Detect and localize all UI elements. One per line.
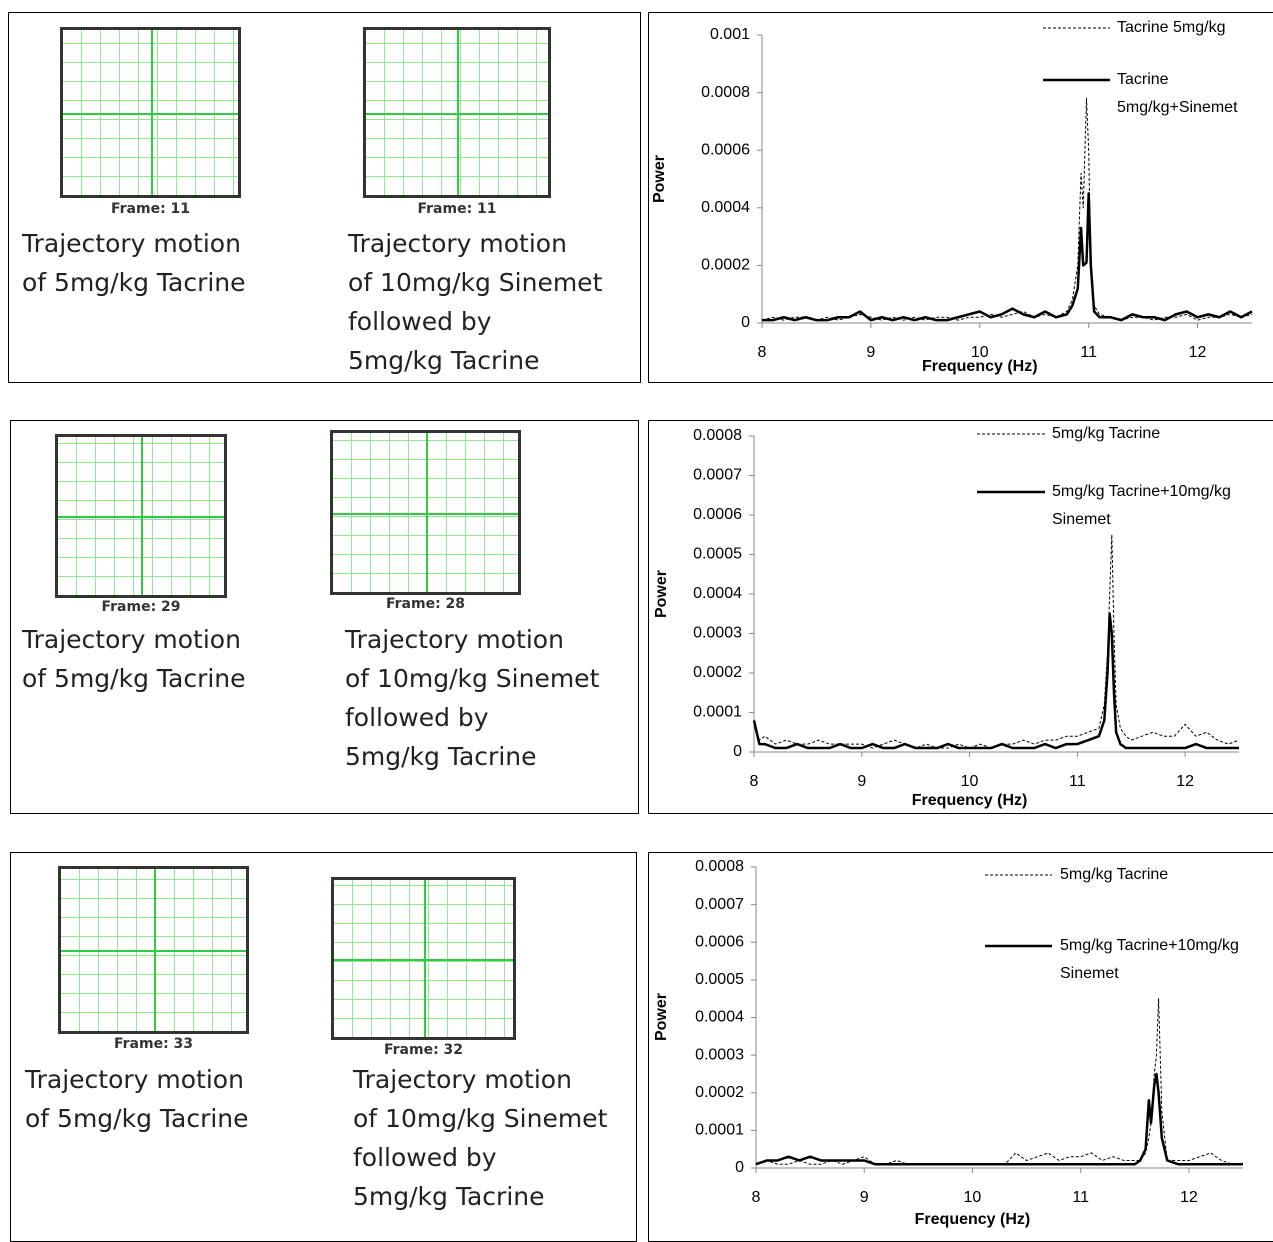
trajectory-plot xyxy=(331,877,516,1040)
caption-line: Trajectory motion xyxy=(22,224,241,263)
caption-line: of 5mg/kg Tacrine xyxy=(22,263,246,302)
frame-label: Frame: 11 xyxy=(60,201,241,217)
caption-line: of 10mg/kg Sinemet xyxy=(345,659,599,698)
page: 00.00020.00040.00060.00080.00189101112Po… xyxy=(0,0,1273,1230)
caption-line: 5mg/kg Tacrine xyxy=(353,1177,545,1216)
frame-label: Frame: 33 xyxy=(58,1036,249,1052)
caption-line: Trajectory motion xyxy=(22,620,241,659)
caption-line: Trajectory motion xyxy=(25,1060,244,1099)
caption-line: followed by xyxy=(348,302,492,341)
caption-line: of 10mg/kg Sinemet xyxy=(348,263,602,302)
caption-line: Trajectory motion xyxy=(353,1060,572,1099)
legend-label: Tacrine 5mg/kg+Sinemet xyxy=(1117,66,1267,122)
chart-panel xyxy=(648,852,1273,1242)
caption-line: of 5mg/kg Tacrine xyxy=(25,1099,249,1138)
frame-label: Frame: 29 xyxy=(55,599,227,615)
caption-line: Trajectory motion xyxy=(348,224,567,263)
legend-label: 5mg/kg Tacrine xyxy=(1052,420,1273,448)
trajectory-plot xyxy=(60,27,241,198)
caption-line: of 5mg/kg Tacrine xyxy=(22,659,246,698)
frame-label: Frame: 32 xyxy=(331,1042,516,1058)
caption-line: followed by xyxy=(353,1138,497,1177)
legend-label: 5mg/kg Tacrine+10mg/kg Sinemet xyxy=(1052,478,1267,534)
legend-label: Tacrine 5mg/kg xyxy=(1117,14,1273,42)
caption-line: 5mg/kg Tacrine xyxy=(345,737,537,776)
caption-line: Trajectory motion xyxy=(345,620,564,659)
trajectory-plot xyxy=(58,866,249,1034)
legend-label: 5mg/kg Tacrine xyxy=(1060,861,1273,889)
frame-label: Frame: 11 xyxy=(363,201,551,217)
caption-line: 5mg/kg Tacrine xyxy=(348,341,540,380)
frame-label: Frame: 28 xyxy=(330,596,521,612)
trajectory-plot xyxy=(330,430,521,595)
caption-line: followed by xyxy=(345,698,489,737)
trajectory-plot xyxy=(55,434,227,598)
trajectory-plot xyxy=(363,27,551,198)
caption-line: of 10mg/kg Sinemet xyxy=(353,1099,607,1138)
legend-label: 5mg/kg Tacrine+10mg/kg Sinemet xyxy=(1060,932,1273,988)
